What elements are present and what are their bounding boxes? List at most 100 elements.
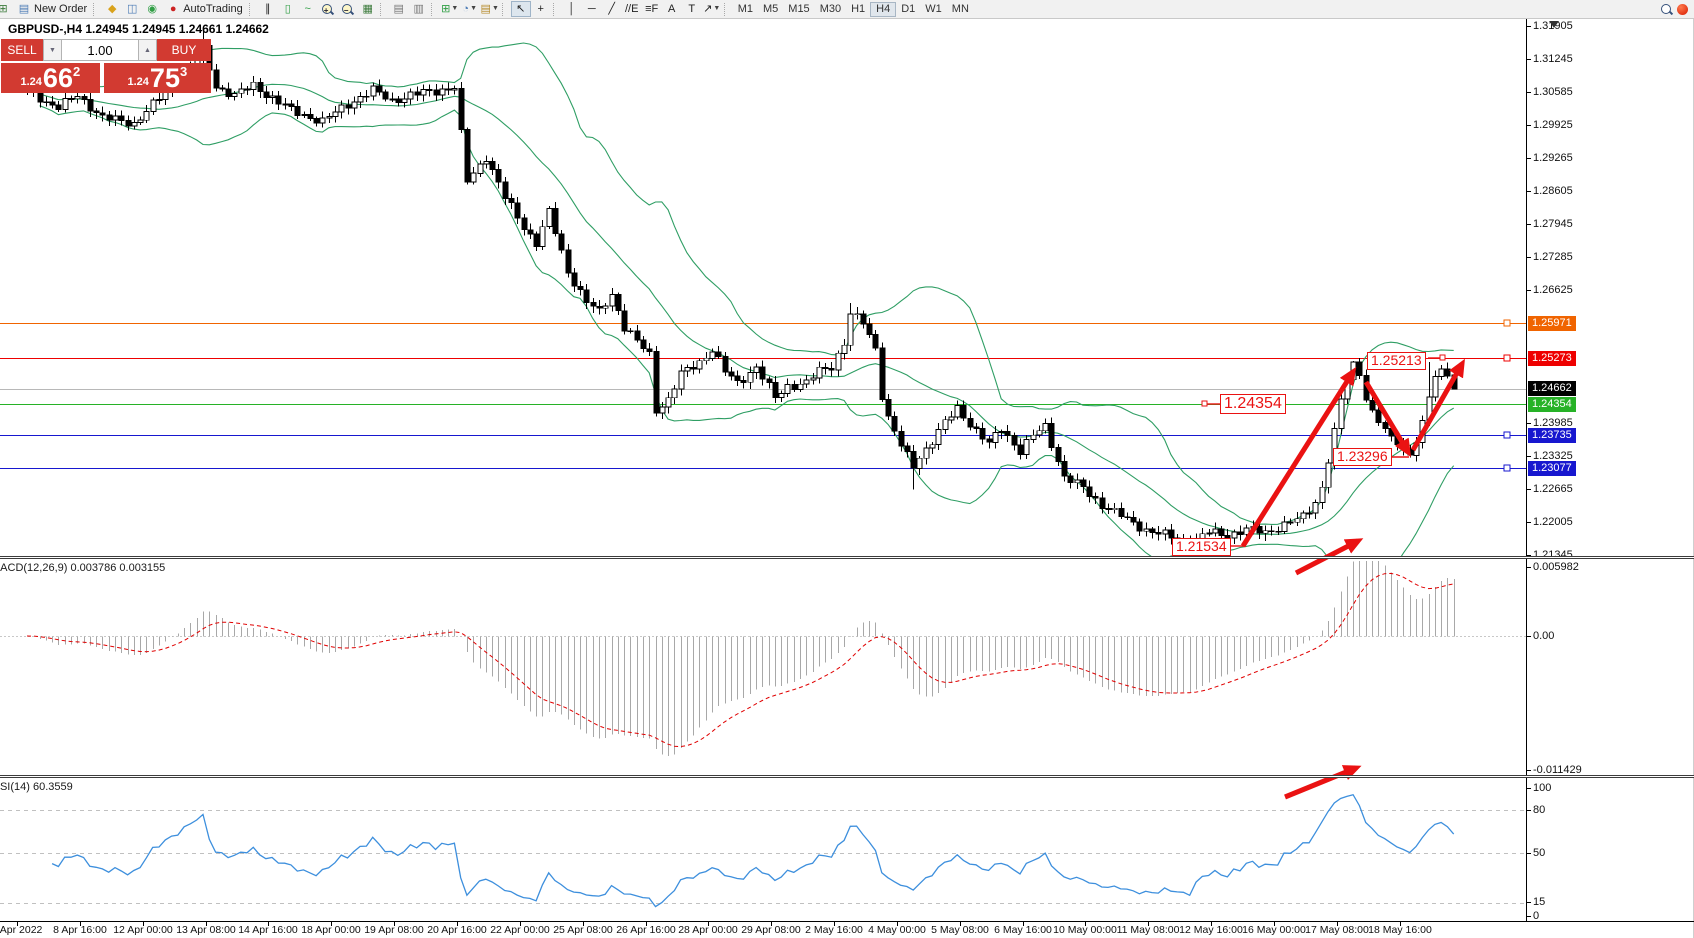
timeframe-button-h1[interactable]: H1: [851, 2, 866, 15]
candle-body: [1143, 528, 1150, 532]
tile-windows-icon[interactable]: ▦: [362, 3, 373, 15]
volume-decrease-button[interactable]: ▼: [43, 39, 62, 61]
equidistant-channel-icon[interactable]: //E: [624, 3, 639, 15]
volume-increase-button[interactable]: ▲: [138, 39, 157, 61]
timeframe-button-m1[interactable]: M1: [737, 2, 753, 15]
sell-button[interactable]: SELL: [1, 39, 43, 61]
candlestick-chart-icon[interactable]: ▯: [284, 3, 291, 15]
price-tick-mark: [1526, 125, 1531, 126]
notification-icon[interactable]: [1677, 3, 1688, 15]
volume-input[interactable]: 1.00: [62, 39, 138, 61]
line-drag-handle[interactable]: [1503, 464, 1511, 472]
package-icon[interactable]: ◆: [107, 3, 117, 15]
trend-arrow[interactable]: [1284, 765, 1362, 800]
cursor-icon[interactable]: ↖: [510, 1, 531, 17]
candle-body: [1338, 398, 1345, 429]
candle-body: [1067, 475, 1074, 484]
annotation-anchor[interactable]: [1439, 354, 1446, 361]
autotrading-button[interactable]: ● AutoTrading: [162, 1, 247, 17]
signals-icon[interactable]: ◉: [147, 3, 157, 15]
toolbar-separator: [723, 2, 731, 16]
macd-tick-mark: [1526, 636, 1531, 637]
template-dropdown[interactable]: ▤ ▼: [480, 3, 499, 15]
timeframe-button-d1[interactable]: D1: [901, 2, 916, 15]
new-order-button[interactable]: ▤ New Order: [13, 1, 91, 17]
candle-body: [797, 383, 804, 391]
zoom-in-icon[interactable]: +: [318, 1, 338, 17]
bar-chart-icon[interactable]: ∥: [264, 3, 271, 15]
add-indicator-dropdown[interactable]: ⊞ ▼: [441, 3, 459, 15]
candle-body: [986, 438, 993, 443]
candle-body: [1275, 530, 1282, 533]
trend-arrow[interactable]: [1240, 366, 1357, 548]
fibonacci-icon[interactable]: ≡F: [645, 3, 659, 15]
text-label-icon[interactable]: T: [688, 3, 696, 15]
timeframe-button-h4[interactable]: H4: [870, 1, 897, 17]
time-tick-label: 17 May 08:00: [1305, 924, 1369, 936]
candle-body: [791, 384, 798, 390]
line-drag-handle[interactable]: [1503, 319, 1511, 327]
line-chart-icon[interactable]: ~: [304, 3, 311, 15]
candle-body: [1055, 447, 1062, 462]
time-tick-label: 13 Apr 08:00: [176, 924, 236, 936]
bollinger-upper-band: [39, 42, 1454, 525]
rsi-tick-label: 0: [1533, 910, 1540, 922]
candle-body: [483, 161, 490, 165]
data-window-icon[interactable]: ▥: [413, 3, 424, 15]
timeframe-button-mn[interactable]: MN: [951, 2, 969, 15]
trend-arrow[interactable]: [1363, 380, 1412, 458]
strategy-tester-icon[interactable]: ▤: [393, 3, 404, 15]
candle-body: [634, 330, 641, 341]
annotation-anchor[interactable]: [1201, 400, 1208, 407]
buy-price-display[interactable]: 1.24 75 3: [103, 63, 211, 93]
price-tick-label: 1.26625: [1533, 284, 1573, 296]
candle-body: [1237, 531, 1244, 535]
trendline-icon[interactable]: ╱: [608, 3, 616, 15]
vertical-line-icon[interactable]: │: [568, 3, 576, 15]
time-tick-label: 28 Apr 00:00: [678, 924, 738, 936]
horizontal-line-icon[interactable]: ─: [587, 3, 596, 15]
time-tick-mark: [1211, 922, 1212, 926]
candle-body: [150, 99, 157, 112]
price-annotation-label[interactable]: 1.25213: [1367, 352, 1426, 370]
timeframe-button-w1[interactable]: W1: [925, 2, 942, 15]
new-chart-icon[interactable]: ⊞: [0, 3, 8, 15]
candle-body: [62, 98, 69, 111]
price-annotation-label[interactable]: 1.23296: [1333, 448, 1392, 466]
rsi-pane-separator[interactable]: [0, 775, 1694, 778]
trend-arrow[interactable]: [1410, 358, 1465, 452]
timeframe-button-m15[interactable]: M15: [788, 2, 810, 15]
candle-body: [43, 101, 50, 104]
candle-body: [81, 95, 88, 100]
price-annotation-label[interactable]: 1.24354: [1220, 394, 1286, 414]
zoom-out-icon[interactable]: −: [338, 1, 358, 17]
trade-terminal-icon[interactable]: ◫: [126, 3, 138, 15]
buy-button[interactable]: BUY: [157, 39, 211, 61]
candle-body: [1124, 516, 1131, 519]
candle-body: [451, 88, 458, 91]
text-icon[interactable]: A: [668, 3, 676, 15]
bollinger-lower-band: [39, 105, 1455, 556]
search-icon[interactable]: [1660, 3, 1674, 16]
price-annotation-label[interactable]: 1.21534: [1172, 538, 1231, 556]
timeframe-button-m30[interactable]: M30: [819, 2, 842, 15]
crosshair-icon[interactable]: +: [537, 3, 544, 15]
candle-body: [684, 366, 691, 372]
sell-price-display[interactable]: 1.24 66 2: [1, 63, 100, 93]
line-drag-handle[interactable]: [1503, 354, 1511, 362]
line-drag-handle[interactable]: [1503, 431, 1511, 439]
chart-shift-marker[interactable]: [1549, 21, 1559, 28]
macd-pane-separator[interactable]: [0, 556, 1694, 559]
candle-body: [872, 334, 879, 349]
candle-body: [49, 101, 56, 106]
candle-body: [1030, 434, 1037, 440]
arrows-dropdown[interactable]: ↗ ▼: [703, 3, 721, 15]
candle-body: [583, 289, 590, 303]
candle-body: [508, 197, 515, 204]
candle-body: [118, 115, 125, 121]
timeframe-button-m5[interactable]: M5: [763, 2, 779, 15]
period-dropdown[interactable]: ◔ ▼: [462, 3, 478, 15]
candle-body: [495, 169, 502, 183]
time-tick-label: 10 May 00:00: [1053, 924, 1117, 936]
